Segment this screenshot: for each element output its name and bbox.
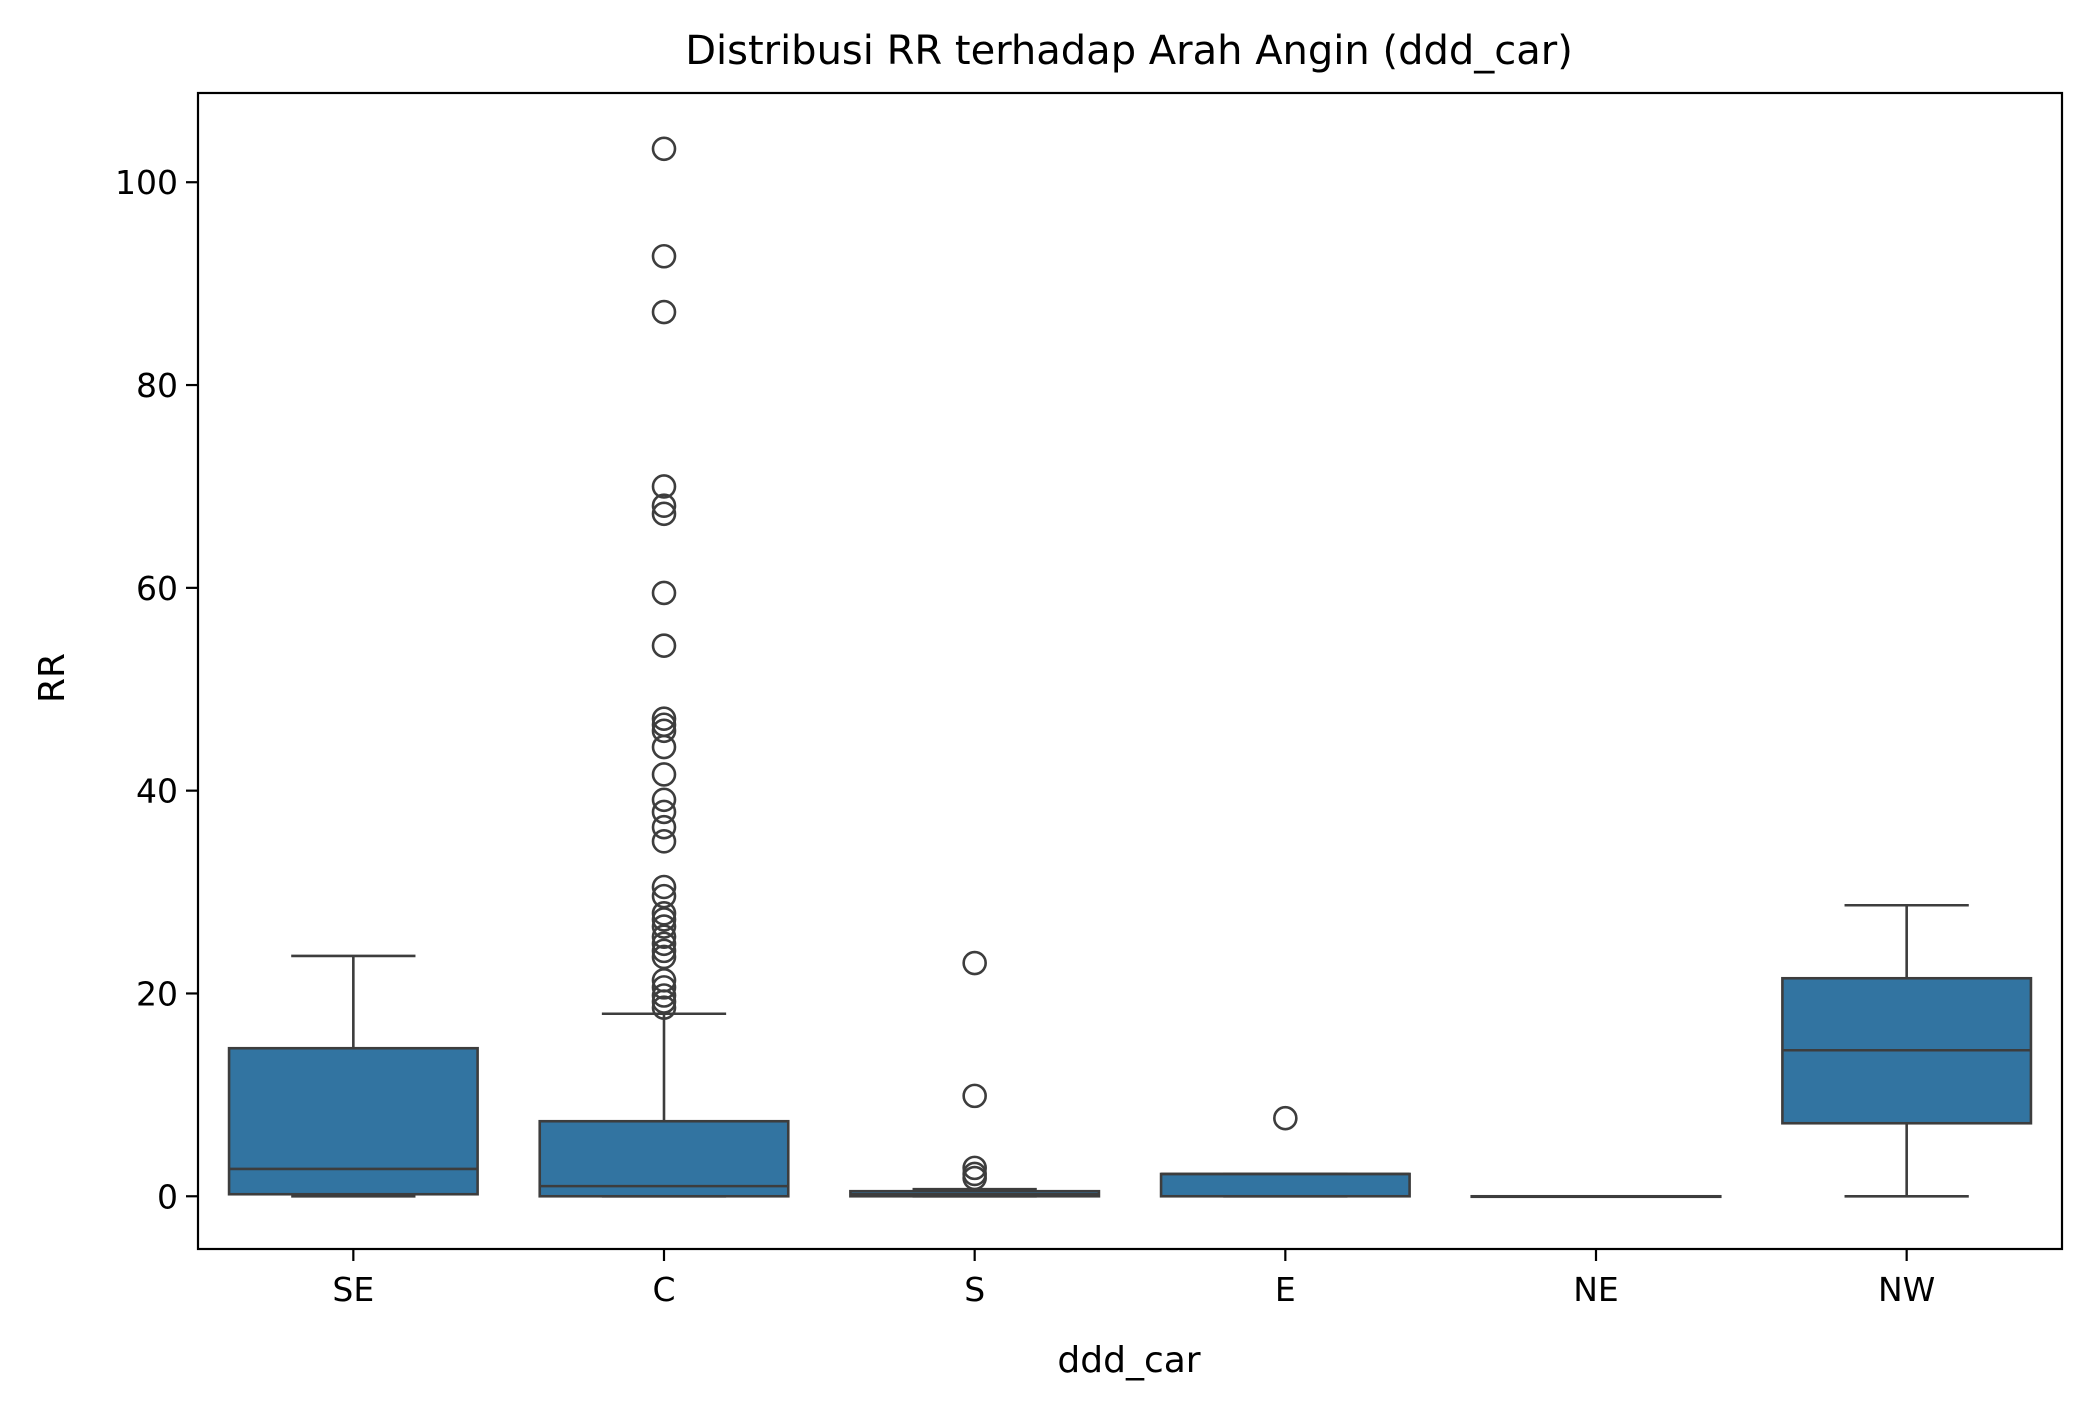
- box-group-nw: [1781, 903, 2033, 1198]
- outlier-point: [651, 243, 677, 269]
- outlier-point: [651, 718, 677, 744]
- y-tick-label: 80: [136, 366, 178, 405]
- box-group-s: [849, 950, 1101, 1198]
- outlier-point: [651, 975, 677, 1000]
- x-tick-label: SE: [332, 1270, 374, 1309]
- outlier-point: [962, 1161, 987, 1187]
- outlier-point: [962, 950, 987, 976]
- outlier-point: [651, 829, 677, 854]
- box-group-e: [1159, 1105, 1411, 1198]
- x-axis-label: ddd_car: [1057, 1340, 1200, 1381]
- outlier-point: [651, 874, 677, 900]
- outlier-point: [651, 633, 677, 658]
- x-tick-label: C: [652, 1270, 675, 1309]
- outlier-point: [651, 967, 677, 993]
- box-group-c: [538, 136, 790, 1198]
- box-group-ne: [1470, 1194, 1722, 1199]
- outlier-point: [962, 1155, 987, 1181]
- y-axis-label: RR: [32, 653, 73, 703]
- x-tick-label: NW: [1878, 1270, 1935, 1309]
- outlier-point: [651, 931, 677, 957]
- outlier-point: [651, 907, 677, 932]
- y-tick-label: 100: [115, 163, 178, 202]
- x-tick-label: NE: [1573, 1270, 1619, 1309]
- outlier-point: [651, 995, 677, 1020]
- outlier-point: [651, 299, 677, 325]
- outlier-point: [651, 938, 677, 964]
- outlier-point: [651, 762, 677, 787]
- box-iqr: [227, 1046, 479, 1196]
- box-iqr: [538, 1119, 790, 1198]
- outlier-point: [651, 944, 677, 970]
- outlier-point: [651, 883, 677, 909]
- outlier-point: [651, 914, 677, 939]
- outlier-point: [651, 983, 677, 1008]
- outlier-point: [651, 501, 677, 527]
- outlier-point: [651, 787, 677, 813]
- outlier-point: [962, 1083, 987, 1109]
- outlier-point: [651, 580, 677, 606]
- outlier-point: [651, 493, 677, 519]
- outlier-point: [651, 136, 677, 162]
- y-tick-label: 60: [136, 569, 178, 608]
- box-iqr: [1159, 1172, 1411, 1198]
- plot-frame: [196, 91, 2064, 1251]
- outlier-point: [651, 814, 677, 840]
- y-tick-label: 40: [136, 772, 178, 811]
- chart-title: Distribusi RR terhadap Arah Angin (ddd_c…: [685, 28, 1573, 74]
- outlier-point: [651, 799, 677, 825]
- outlier-point: [651, 706, 677, 731]
- outlier-point: [651, 474, 677, 499]
- x-tick-label: E: [1275, 1270, 1296, 1309]
- y-tick-label: 20: [136, 974, 178, 1013]
- x-tick-label: S: [964, 1270, 985, 1309]
- box-group-se: [227, 954, 479, 1198]
- y-tick-label: 0: [157, 1177, 178, 1216]
- outlier-point: [651, 901, 677, 926]
- outlier-point: [1273, 1105, 1298, 1131]
- outlier-point: [651, 924, 677, 949]
- outlier-point: [651, 712, 677, 738]
